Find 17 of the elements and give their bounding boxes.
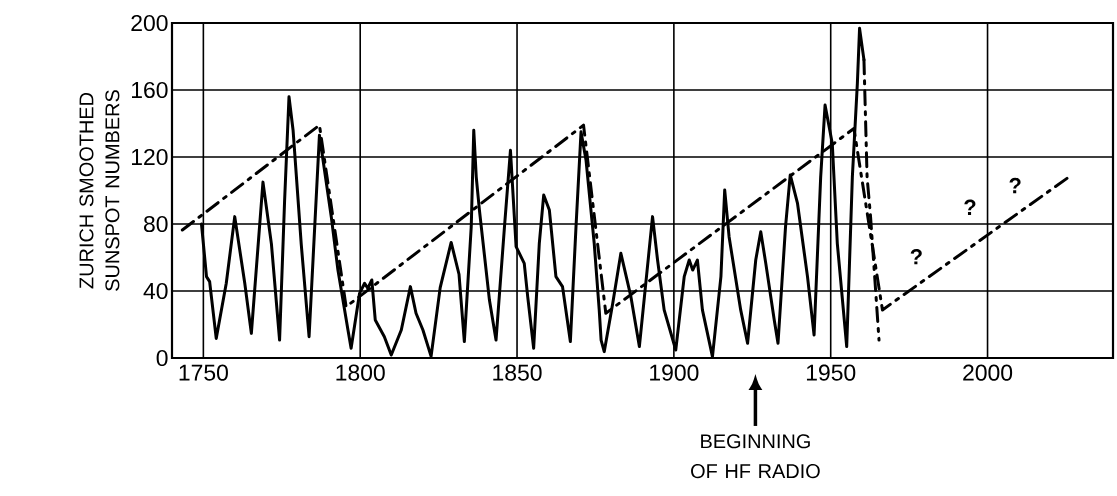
annotation: ? <box>1009 177 1021 194</box>
annotation: ? <box>910 249 922 265</box>
y-tick-label: 0 <box>156 349 168 367</box>
x-tick-label: 1750 <box>179 364 228 381</box>
x-tick-label: 1950 <box>806 364 856 381</box>
y-tick-label: 40 <box>143 282 168 300</box>
y-tick-label: 160 <box>132 81 168 99</box>
text: BEGINNING OF HF RADIO <box>691 434 820 479</box>
annotation: ? <box>964 199 976 215</box>
x-tick-label: 1800 <box>336 364 385 381</box>
y-tick-label: 80 <box>143 215 168 233</box>
x-tick-label: 2000 <box>963 364 1013 381</box>
x-tick-label: 1850 <box>493 364 542 381</box>
y-tick-label: 120 <box>132 148 168 166</box>
x-tick-label: 1900 <box>650 364 699 381</box>
y-tick-label: 200 <box>131 14 168 32</box>
y-axis-title: ZURICH SMOOTHED SUNSPOT NUMBERS <box>79 90 120 291</box>
